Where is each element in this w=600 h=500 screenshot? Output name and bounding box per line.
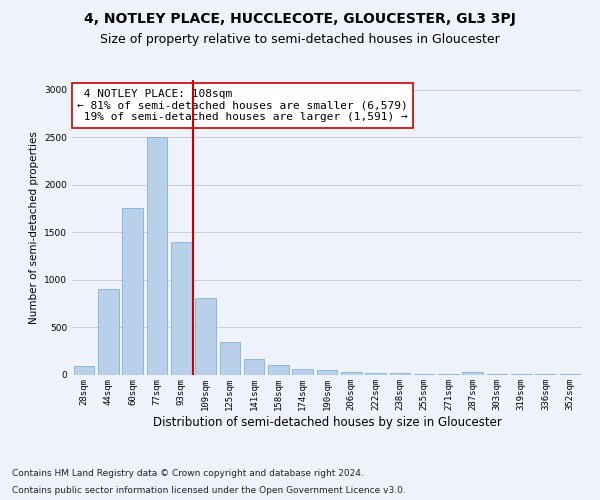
X-axis label: Distribution of semi-detached houses by size in Gloucester: Distribution of semi-detached houses by … <box>152 416 502 428</box>
Bar <box>98 290 119 375</box>
Bar <box>414 374 434 375</box>
Bar <box>535 374 556 375</box>
Bar <box>122 208 143 375</box>
Text: Contains public sector information licensed under the Open Government Licence v3: Contains public sector information licen… <box>12 486 406 495</box>
Bar <box>317 370 337 375</box>
Bar <box>487 374 508 375</box>
Bar <box>365 373 386 375</box>
Bar <box>389 373 410 375</box>
Bar <box>292 370 313 375</box>
Bar <box>268 366 289 375</box>
Bar <box>171 242 191 375</box>
Bar <box>146 137 167 375</box>
Text: Contains HM Land Registry data © Crown copyright and database right 2024.: Contains HM Land Registry data © Crown c… <box>12 468 364 477</box>
Y-axis label: Number of semi-detached properties: Number of semi-detached properties <box>29 131 38 324</box>
Bar <box>463 372 483 375</box>
Text: 4, NOTLEY PLACE, HUCCLECOTE, GLOUCESTER, GL3 3PJ: 4, NOTLEY PLACE, HUCCLECOTE, GLOUCESTER,… <box>84 12 516 26</box>
Bar <box>220 342 240 375</box>
Text: 4 NOTLEY PLACE: 108sqm
← 81% of semi-detached houses are smaller (6,579)
 19% of: 4 NOTLEY PLACE: 108sqm ← 81% of semi-det… <box>77 89 408 122</box>
Bar <box>438 374 459 375</box>
Text: Size of property relative to semi-detached houses in Gloucester: Size of property relative to semi-detach… <box>100 32 500 46</box>
Bar <box>511 374 532 375</box>
Bar <box>74 366 94 375</box>
Bar <box>195 298 216 375</box>
Bar <box>560 374 580 375</box>
Bar <box>341 372 362 375</box>
Bar <box>244 359 265 375</box>
